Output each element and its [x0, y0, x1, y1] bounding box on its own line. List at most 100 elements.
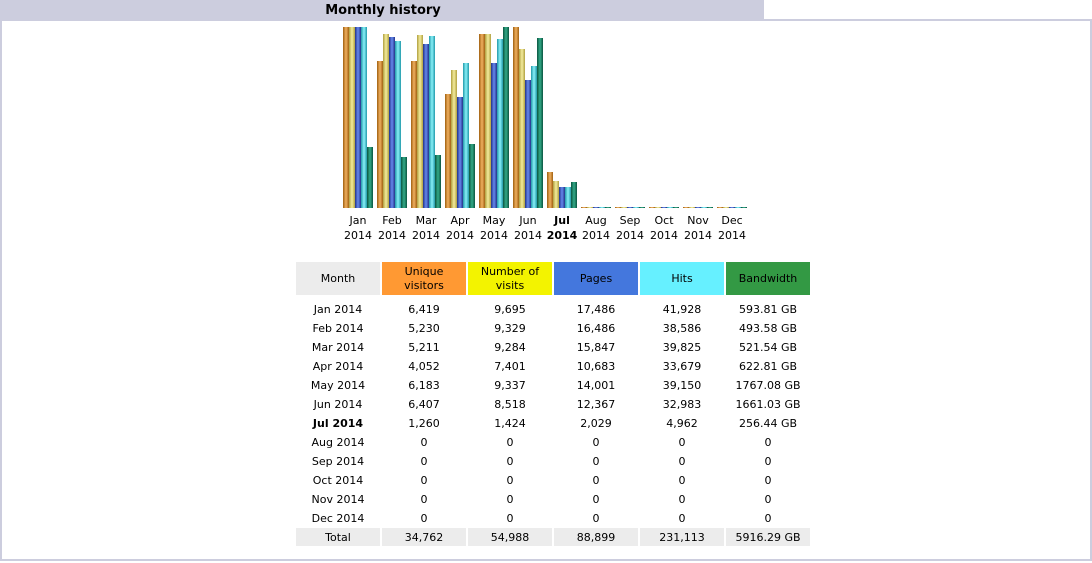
bar-hits-jun: [531, 66, 537, 208]
tick-label-oct: Oct: [654, 214, 674, 227]
cell-hits: 231,113: [640, 528, 724, 546]
bar-hits-aug: [599, 207, 605, 208]
bar-hits-mar: [429, 36, 435, 208]
bar-pages-oct: [661, 207, 667, 208]
cell-pages: 0: [592, 436, 600, 449]
tick-label-feb-year: 2014: [378, 229, 406, 242]
bar-visits-may: [485, 34, 491, 208]
monthly-history-chart: Jan 2014 Feb 2014 Mar 2014 Apr 2014 May 2014 Jun 20…: [343, 27, 747, 242]
bar-pages-jan: [355, 27, 361, 208]
cell-month: Jul 2014: [312, 417, 364, 430]
tick-label-nov-year: 2014: [684, 229, 712, 242]
bar-unique-jun: [513, 27, 519, 208]
cell-unique: 0: [420, 436, 428, 449]
table-row: Feb 2014 5,230 9,329 16,486 38,586 493.58 GB: [296, 319, 810, 338]
bar-visits-aug: [587, 207, 593, 208]
bar-hits-nov: [701, 207, 707, 208]
cell-month: Sep 2014: [311, 455, 365, 468]
bar-unique-feb: [377, 61, 383, 208]
cell-month: Apr 2014: [312, 360, 364, 373]
bar-bandwidth-jul: [571, 182, 577, 208]
bar-pages-sep: [627, 207, 633, 208]
bar-visits-jun: [519, 49, 525, 208]
bar-bandwidth-jan: [367, 147, 373, 208]
cell-month: Total: [296, 528, 380, 546]
cell-pages: 12,367: [576, 398, 616, 411]
bar-visits-nov: [689, 207, 695, 208]
cell-hits: 41,928: [662, 303, 702, 316]
bar-pages-nov: [695, 207, 701, 208]
section-title: Monthly history: [325, 3, 441, 18]
cell-month: Oct 2014: [312, 474, 364, 487]
bar-unique-jan: [343, 27, 349, 208]
table-row: May 2014 6,183 9,337 14,001 39,150 1767.08 GB: [296, 376, 810, 395]
cell-month: Dec 2014: [311, 512, 365, 525]
bar-visits-mar: [417, 35, 423, 208]
title-underline: [764, 19, 1092, 21]
cell-hits: 0: [678, 455, 686, 468]
bar-visits-apr: [451, 70, 457, 208]
tick-label-dec: Dec: [721, 214, 742, 227]
cell-visits: 9,695: [494, 303, 526, 316]
bar-pages-feb: [389, 37, 395, 208]
bar-bandwidth-sep: [639, 207, 645, 208]
bar-unique-mar: [411, 61, 417, 208]
table-row: Dec 2014 0 0 0 0 0: [296, 509, 810, 528]
cell-month: Jan 2014: [313, 303, 363, 316]
table-row: Aug 2014 0 0 0 0 0: [296, 433, 810, 452]
cell-unique: 1,260: [408, 417, 440, 430]
cell-bandwidth: 0: [764, 493, 772, 506]
table-row: Sep 2014 0 0 0 0 0: [296, 452, 810, 471]
tick-label-sep: Sep: [620, 214, 641, 227]
cell-hits: 38,586: [662, 322, 702, 335]
bar-bandwidth-dec: [741, 207, 747, 208]
bar-bandwidth-feb: [401, 157, 407, 208]
cell-visits: 0: [506, 474, 514, 487]
cell-pages: 0: [592, 493, 600, 506]
cell-bandwidth: 0: [764, 512, 772, 525]
bar-unique-nov: [683, 207, 689, 208]
cell-month: May 2014: [310, 379, 366, 392]
bar-bandwidth-apr: [469, 144, 475, 208]
cell-pages: 88,899: [554, 528, 638, 546]
cell-hits: 33,679: [662, 360, 702, 373]
cell-hits: 39,825: [662, 341, 702, 354]
cell-pages: 0: [592, 455, 600, 468]
cell-pages: 15,847: [576, 341, 616, 354]
bar-hits-feb: [395, 41, 401, 208]
tick-label-sep-year: 2014: [616, 229, 644, 242]
header-pages: Pages: [554, 262, 638, 295]
cell-hits: 0: [678, 493, 686, 506]
cell-visits: 1,424: [494, 417, 526, 430]
cell-month: Feb 2014: [312, 322, 364, 335]
tick-label-feb: Feb: [382, 214, 401, 227]
section-title-bar: Monthly history: [0, 0, 764, 21]
bar-unique-apr: [445, 94, 451, 208]
table-row: Jun 2014 6,407 8,518 12,367 32,983 1661.03 GB: [296, 395, 810, 414]
cell-bandwidth: 0: [764, 474, 772, 487]
tick-label-jan: Jan: [349, 214, 367, 227]
cell-unique: 6,419: [408, 303, 440, 316]
cell-hits: 4,962: [666, 417, 698, 430]
bar-hits-jul: [565, 187, 571, 208]
cell-unique: 0: [420, 455, 428, 468]
cell-pages: 10,683: [576, 360, 616, 373]
table-row: Apr 2014 4,052 7,401 10,683 33,679 622.81 GB: [296, 357, 810, 376]
tick-label-mar-year: 2014: [412, 229, 440, 242]
bar-pages-mar: [423, 44, 429, 208]
bar-unique-dec: [717, 207, 723, 208]
table-row: Jan 2014 6,419 9,695 17,486 41,928 593.81 GB: [296, 300, 810, 319]
tick-label-jan-year: 2014: [344, 229, 372, 242]
cell-pages: 0: [592, 512, 600, 525]
cell-bandwidth: 0: [764, 455, 772, 468]
cell-unique: 34,762: [382, 528, 466, 546]
cell-unique: 6,183: [408, 379, 440, 392]
header-number-of-visits: Number of visits: [468, 262, 552, 295]
cell-unique: 6,407: [408, 398, 440, 411]
bar-unique-aug: [581, 207, 587, 208]
cell-month: Mar 2014: [311, 341, 365, 354]
header-hits: Hits: [640, 262, 724, 295]
bar-visits-feb: [383, 34, 389, 208]
cell-visits: 9,329: [494, 322, 526, 335]
header-bandwidth: Bandwidth: [726, 262, 810, 295]
